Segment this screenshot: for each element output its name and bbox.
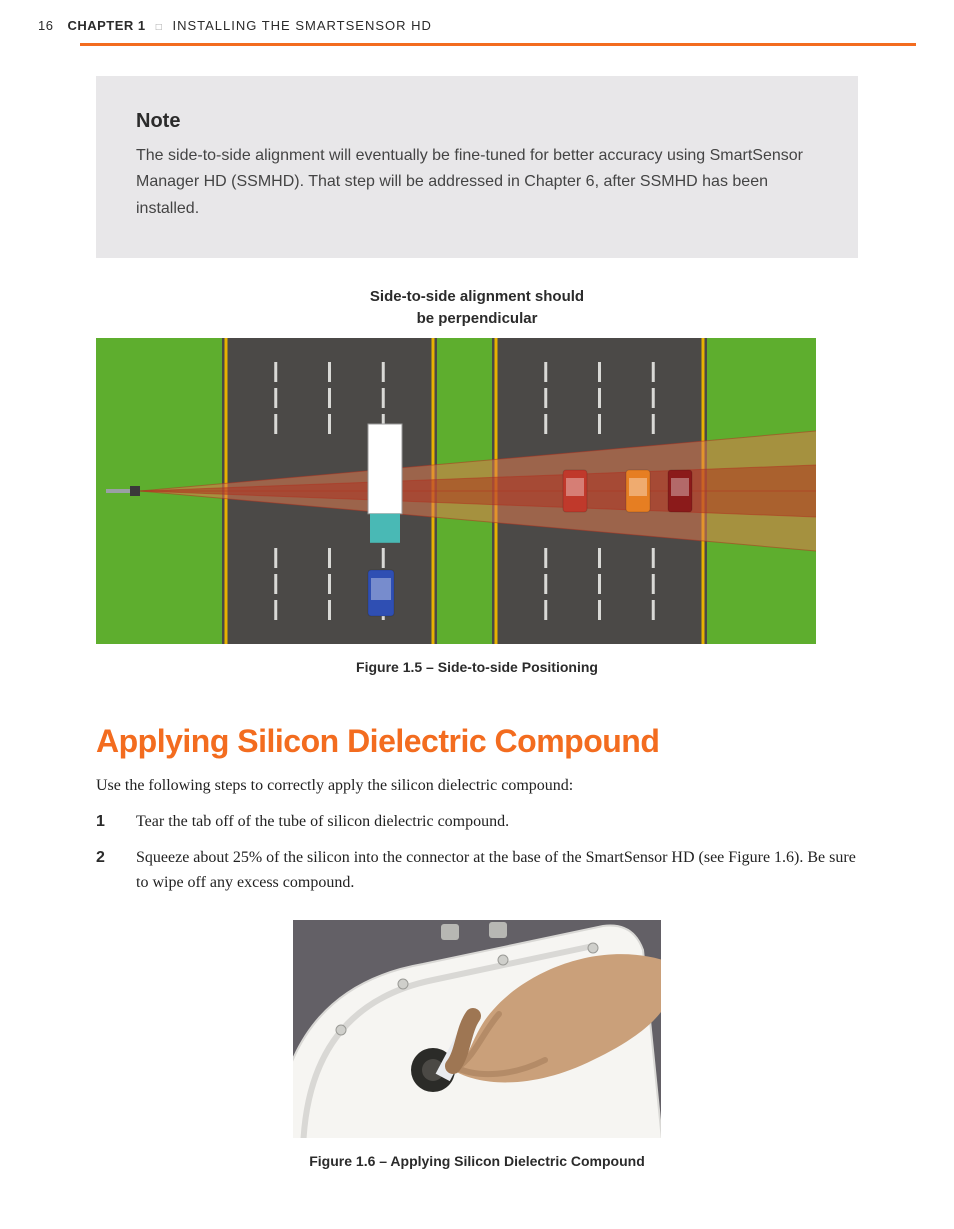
step-item: 2 Squeeze about 25% of the silicon into … [96,846,858,896]
figure-1-6: Figure 1.6 – Applying Silicon Dielectric… [293,920,661,1169]
section-title: Applying Silicon Dielectric Compound [96,723,858,760]
figure-top-caption: Side-to-side alignment should be perpend… [96,286,858,330]
separator-glyph: □ [156,22,163,33]
figure-top-caption-line1: Side-to-side alignment should [370,288,584,305]
step-number: 1 [96,810,114,835]
photo-illustration-svg [293,920,661,1138]
chapter-title: INSTALLING THE SMARTSENSOR HD [172,18,431,33]
page-content: Note The side-to-side alignment will eve… [96,76,858,1169]
page-header: 16 CHAPTER 1 □ INSTALLING THE SMARTSENSO… [0,0,954,39]
step-text: Squeeze about 25% of the silicon into th… [136,846,858,896]
road-diagram-svg [96,338,816,644]
figure-top-caption-line2: be perpendicular [417,310,538,327]
figure-1-5-caption: Figure 1.5 – Side-to-side Positioning [96,659,858,675]
step-text: Tear the tab off of the tube of silicon … [136,810,509,835]
note-body: The side-to-side alignment will eventual… [136,143,818,222]
figure-1-6-caption: Figure 1.6 – Applying Silicon Dielectric… [293,1153,661,1169]
chapter-label: CHAPTER 1 [67,18,145,33]
figure-1-5 [96,338,858,649]
page-number: 16 [38,18,53,33]
header-rule [80,43,916,46]
note-box: Note The side-to-side alignment will eve… [96,76,858,258]
step-list: 1 Tear the tab off of the tube of silico… [96,810,858,896]
step-number: 2 [96,846,114,896]
section-lead: Use the following steps to correctly app… [96,774,858,798]
step-item: 1 Tear the tab off of the tube of silico… [96,810,858,835]
note-title: Note [136,110,818,133]
